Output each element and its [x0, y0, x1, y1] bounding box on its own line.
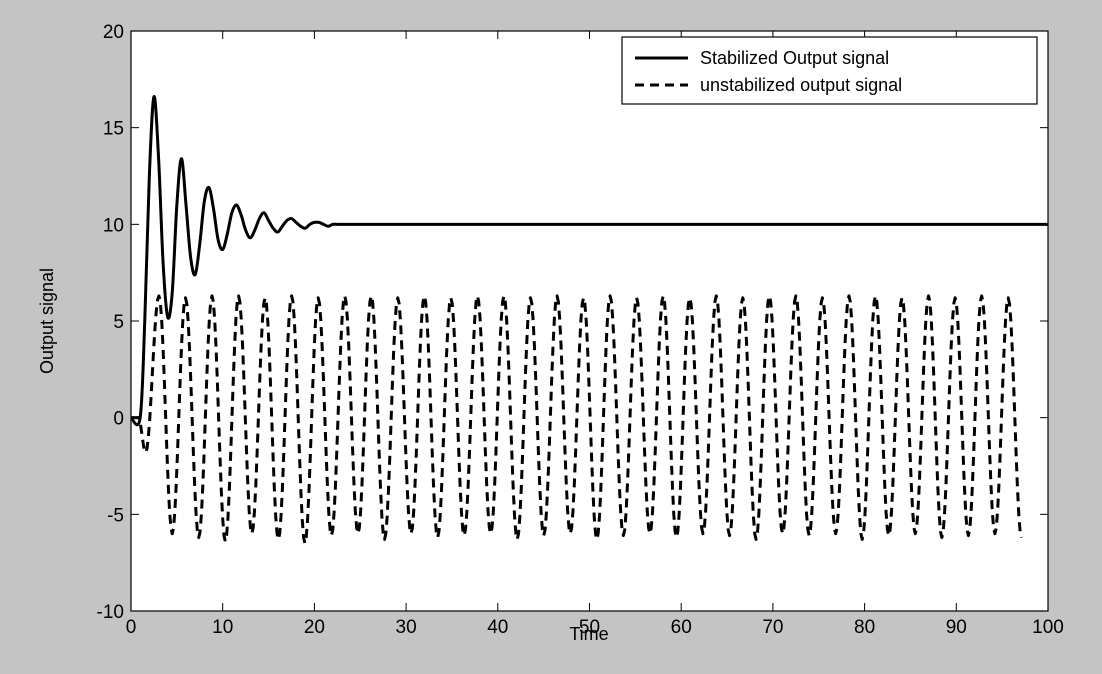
plot-background: [131, 31, 1048, 611]
x-tick-label: 40: [487, 617, 508, 638]
y-tick-label: -10: [97, 602, 124, 623]
y-tick-label: 5: [113, 312, 124, 333]
x-tick-label: 0: [126, 617, 137, 638]
y-tick-label: -5: [107, 505, 124, 526]
y-tick-label: 20: [103, 22, 124, 43]
x-tick-label: 30: [396, 617, 417, 638]
x-tick-label: 50: [579, 617, 600, 638]
x-tick-label: 60: [671, 617, 692, 638]
legend-label-stabilized: Stabilized Output signal: [700, 48, 889, 68]
legend: Stabilized Output signal unstabilized ou…: [621, 36, 1038, 105]
x-tick-label: 80: [854, 617, 875, 638]
series-line-unstabilized: [131, 294, 1023, 545]
y-tick-label: 10: [103, 215, 124, 236]
x-tick-label: 90: [946, 617, 967, 638]
x-axis-title: Time: [569, 624, 608, 644]
x-tick-label: 20: [304, 617, 325, 638]
legend-label-unstabilized: unstabilized output signal: [700, 75, 902, 95]
legend-box: [621, 36, 1038, 105]
x-tick-label: 100: [1032, 617, 1064, 638]
x-tick-label: 70: [762, 617, 783, 638]
plot-area: [130, 30, 1049, 612]
x-tick-label: 10: [212, 617, 233, 638]
y-tick-label: 0: [113, 409, 124, 430]
series-line-stabilized: [131, 95, 1048, 427]
y-tick-label: 15: [103, 119, 124, 140]
y-axis-title: Output signal: [37, 268, 57, 374]
